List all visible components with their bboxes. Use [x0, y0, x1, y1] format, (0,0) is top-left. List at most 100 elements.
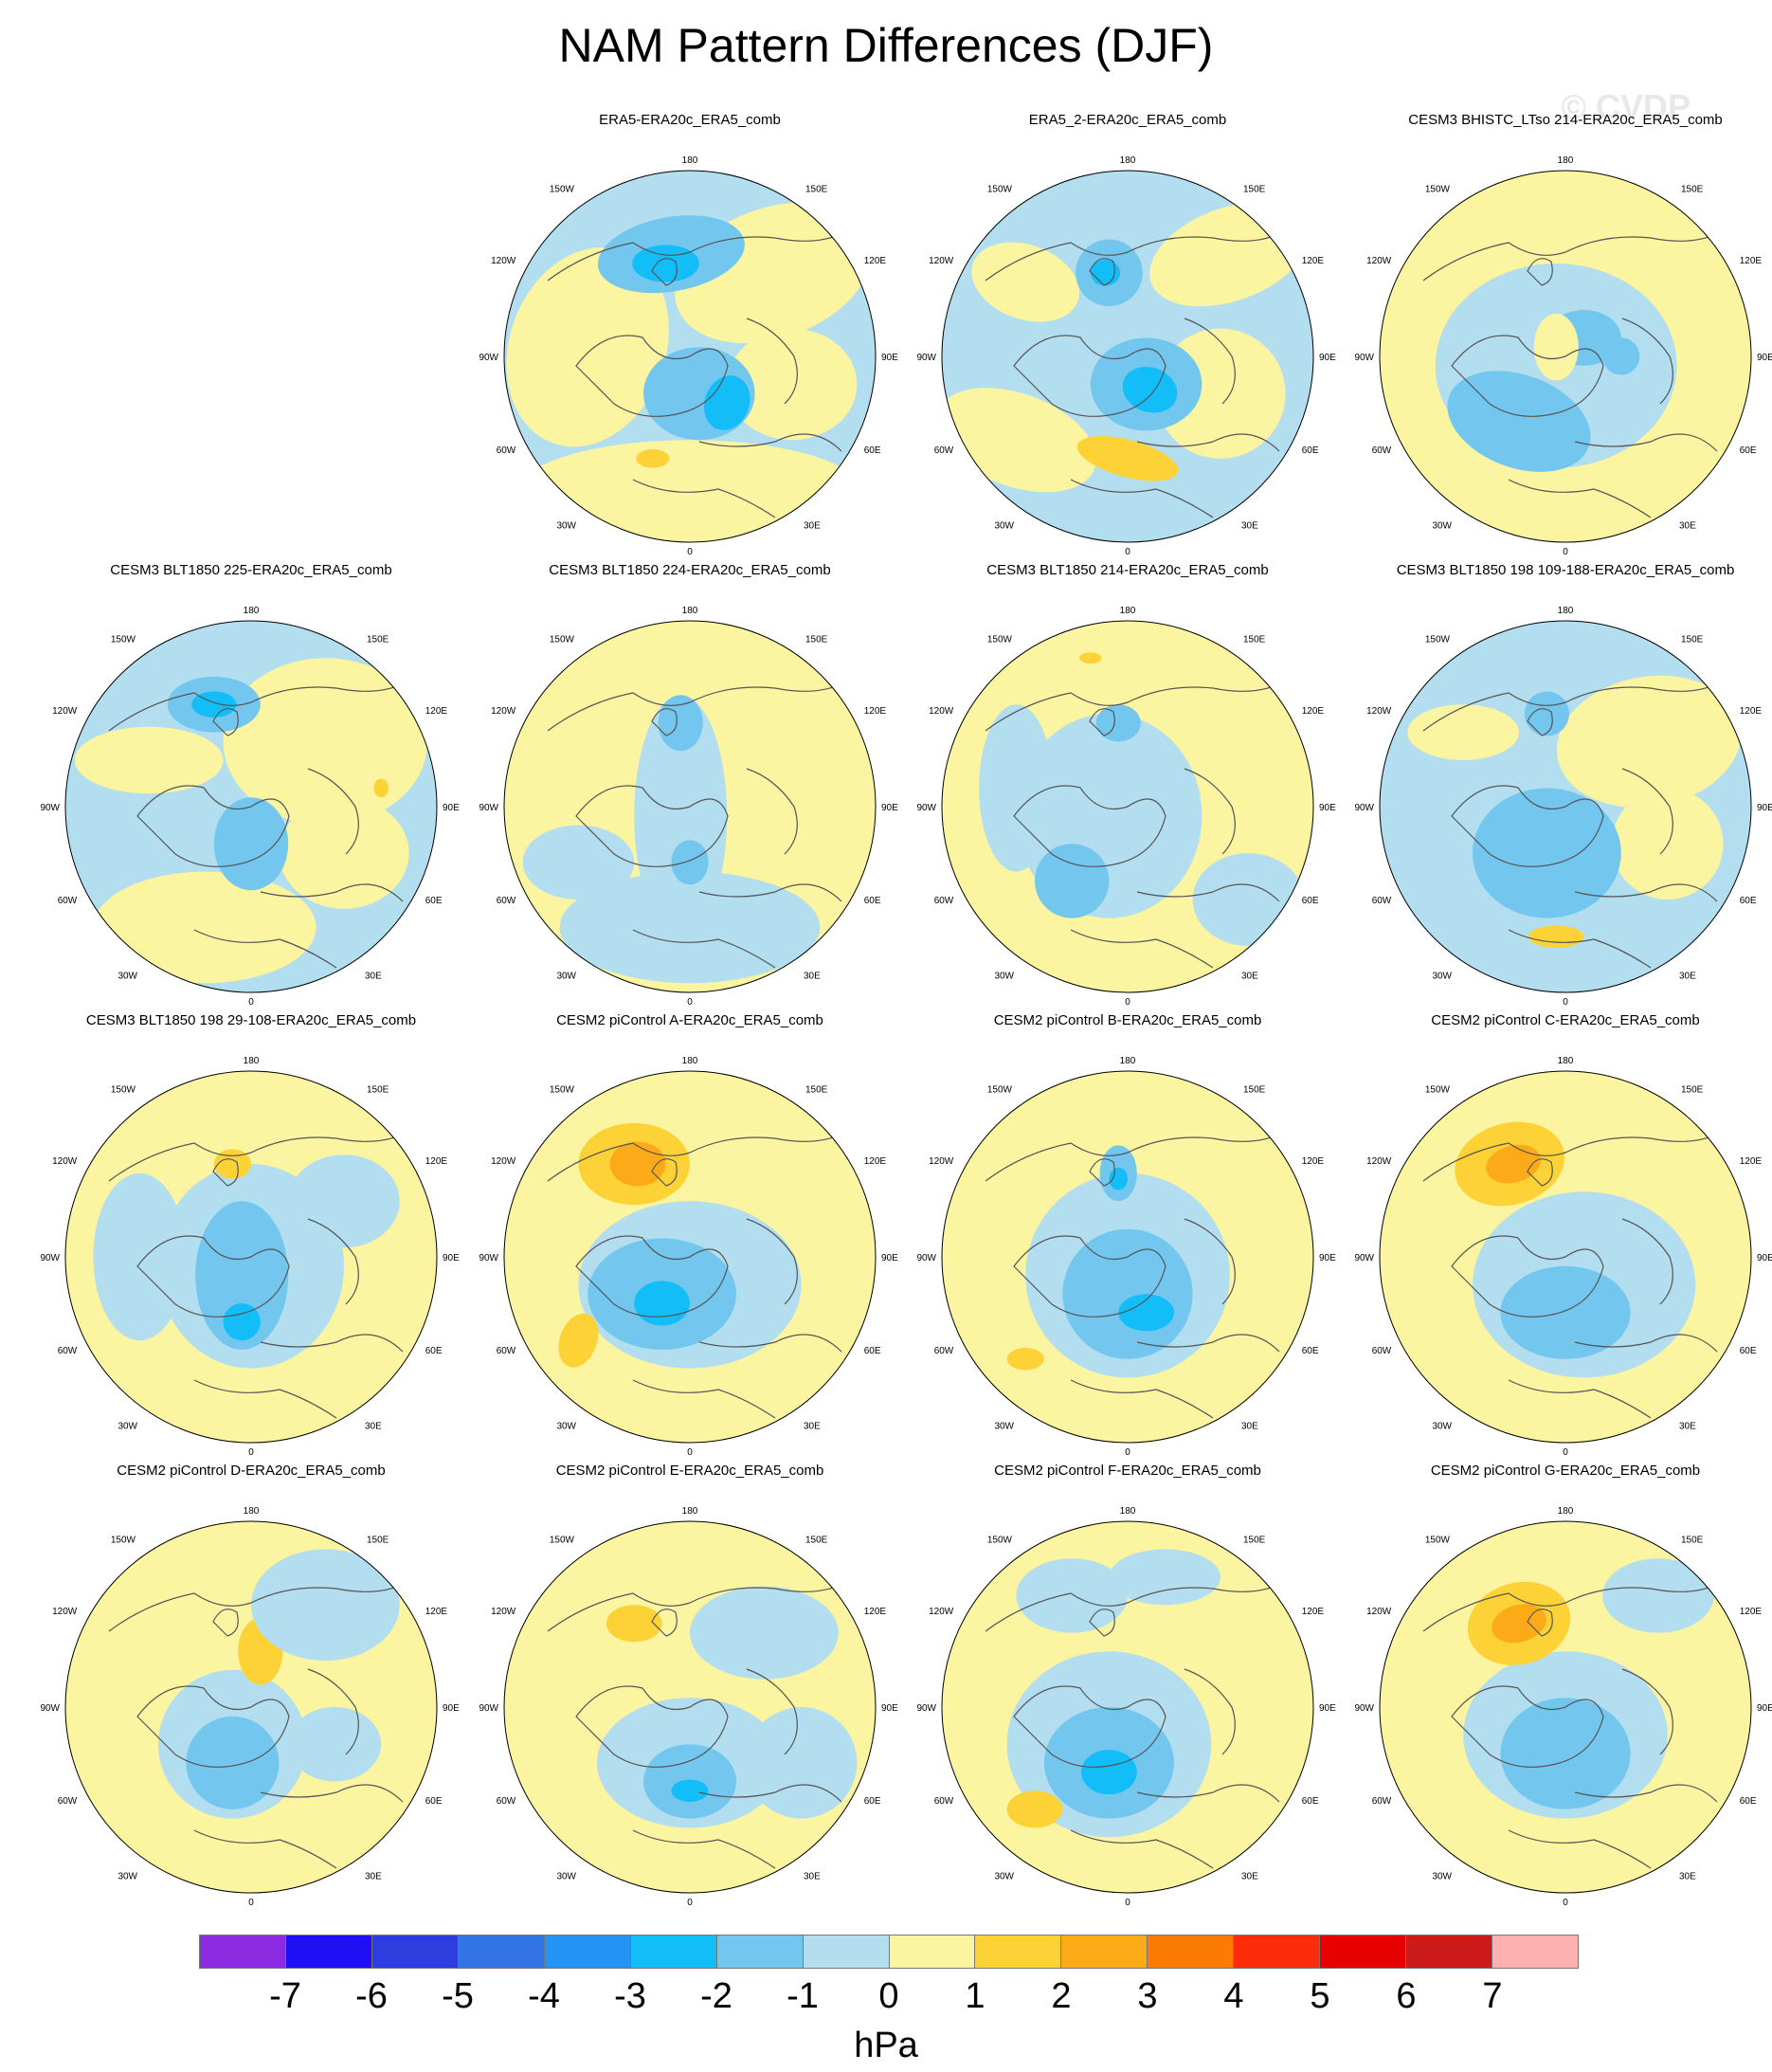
polar-map: 180 0 150W 150E 120W 120E 90W 90E 60W 60E 30W 30E [1354, 155, 1772, 557]
colorbar-swatch [1061, 1936, 1148, 1968]
longitude-label: 30E [804, 1422, 821, 1432]
colorbar-tick-label: 7 [1482, 1976, 1503, 2016]
coastline [108, 1128, 413, 1419]
longitude-label: 90E [1757, 353, 1772, 363]
longitude-label: 0 [687, 1898, 693, 1908]
longitude-label: 90W [916, 803, 936, 813]
longitude-label: 60E [1302, 1346, 1319, 1356]
longitude-label: 90W [40, 803, 60, 813]
colorbar-swatch [716, 1936, 804, 1968]
longitude-label: 150W [111, 1084, 136, 1095]
polar-map: 180 0 150W 150E 120W 120E 90W 90E 60W 60E 30W 30E [1354, 1056, 1772, 1458]
longitude-label: 60E [1740, 1796, 1757, 1807]
colorbar-swatch [975, 1936, 1062, 1968]
longitude-label: 90W [479, 1253, 498, 1263]
longitude-label: 90E [1757, 803, 1772, 813]
longitude-label: 120E [864, 1156, 887, 1167]
longitude-label: 0 [687, 1447, 693, 1458]
longitude-label: 60W [497, 1796, 516, 1807]
colorbar-swatch [200, 1936, 286, 1968]
anomaly-contour [1035, 844, 1110, 918]
longitude-label: 30E [365, 1872, 382, 1882]
longitude-label: 60E [864, 896, 881, 906]
longitude-label: 150W [1425, 634, 1451, 645]
longitude-label: 120E [1302, 1607, 1325, 1617]
longitude-label: 180 [244, 1506, 260, 1517]
longitude-label: 0 [248, 997, 254, 1008]
colorbar-tick-label: -7 [269, 1976, 301, 2016]
longitude-label: 120E [425, 1156, 448, 1167]
longitude-label: 120W [1366, 1156, 1392, 1167]
longitude-label: 120E [1302, 256, 1325, 266]
anomaly-contour [1109, 1167, 1128, 1190]
map-border [64, 1520, 438, 1894]
page-title: NAM Pattern Differences (DJF) [558, 19, 1214, 72]
colorbar-swatch [889, 1936, 976, 1968]
longitude-label: 150W [550, 184, 575, 194]
panel-title: CESM3 BHISTC_LTso 214-ERA20c_ERA5_comb [1408, 112, 1723, 128]
longitude-label: 180 [1120, 1056, 1136, 1066]
longitude-label: 30W [994, 1872, 1014, 1882]
anomaly-contour [632, 245, 699, 282]
longitude-label: 30E [804, 1872, 821, 1882]
colorbar-tick-label: -4 [528, 1976, 560, 2016]
longitude-label: 30W [556, 972, 576, 982]
anomaly-contour [186, 1716, 280, 1809]
longitude-label: 0 [1125, 1447, 1130, 1458]
polar-map: 180 0 150W 150E 120W 120E 90W 90E 60W 60E 30W 30E [479, 606, 898, 1008]
anomaly-contour [373, 778, 389, 798]
colorbar-tick-label: -6 [355, 1976, 388, 2016]
map-border [1379, 1070, 1752, 1444]
anomaly-contour [223, 1303, 261, 1341]
longitude-label: 120W [1366, 706, 1392, 717]
longitude-label: 90W [40, 1253, 60, 1263]
longitude-label: 120E [864, 256, 887, 266]
panel-title: CESM2 piControl G-ERA20c_ERA5_comb [1430, 1463, 1701, 1479]
longitude-label: 150E [367, 1084, 389, 1095]
map-border [503, 170, 877, 543]
longitude-label: 150W [987, 1084, 1013, 1095]
anomaly-contour [93, 1172, 187, 1341]
map-panel: CESM3 BLT1850 198 29-108-ERA20c_ERA5_com… [40, 1012, 460, 1458]
anomaly-contour [606, 1605, 662, 1643]
anomaly-contour [1118, 1294, 1174, 1332]
map-border [941, 170, 1314, 543]
longitude-label: 30W [1432, 972, 1452, 982]
colorbar-swatch [1492, 1936, 1578, 1968]
longitude-label: 120E [1740, 706, 1763, 717]
longitude-label: 120E [425, 1607, 448, 1617]
longitude-label: 120E [425, 706, 448, 717]
polar-map: 180 0 150W 150E 120W 120E 90W 90E 60W 60E 30W 30E [1354, 1506, 1772, 1908]
longitude-label: 30W [118, 1422, 137, 1432]
anomaly-contour [558, 1313, 599, 1368]
longitude-label: 150W [1425, 184, 1451, 194]
longitude-label: 90E [1319, 803, 1336, 813]
longitude-label: 90E [881, 803, 898, 813]
longitude-label: 150E [805, 184, 828, 194]
coastline [547, 1128, 852, 1419]
anomaly-contour [1473, 788, 1621, 918]
longitude-label: 150E [1243, 1535, 1266, 1545]
longitude-label: 90E [1757, 1703, 1772, 1714]
watermark: © CVDP [1561, 87, 1691, 126]
longitude-label: 120W [1366, 256, 1392, 266]
polar-map: 180 0 150W 150E 120W 120E 90W 90E 60W 60E 30W 30E [1354, 606, 1772, 1008]
anomaly-contour [1016, 1558, 1128, 1633]
map-panel: CESM2 piControl C-ERA20c_ERA5_comb 180 0 15… [1354, 1012, 1772, 1458]
longitude-label: 30W [1432, 521, 1452, 532]
anomaly-contour [1500, 1698, 1631, 1809]
longitude-label: 30W [1432, 1872, 1452, 1882]
longitude-label: 180 [1558, 606, 1574, 616]
longitude-label: 180 [682, 606, 698, 616]
longitude-label: 150W [987, 1535, 1013, 1545]
longitude-label: 90E [881, 1703, 898, 1714]
longitude-label: 60W [934, 896, 954, 906]
map-panel: CESM3 BHISTC_LTso 214-ERA20c_ERA5_comb 18… [1354, 112, 1772, 557]
anomaly-contour [74, 726, 224, 794]
coastline [547, 1578, 852, 1869]
longitude-label: 60W [1372, 896, 1392, 906]
longitude-label: 150W [111, 1535, 136, 1545]
anomaly-contour [745, 1707, 858, 1819]
longitude-label: 180 [1120, 606, 1136, 616]
colorbar-tick-label: 2 [1051, 1976, 1072, 2016]
